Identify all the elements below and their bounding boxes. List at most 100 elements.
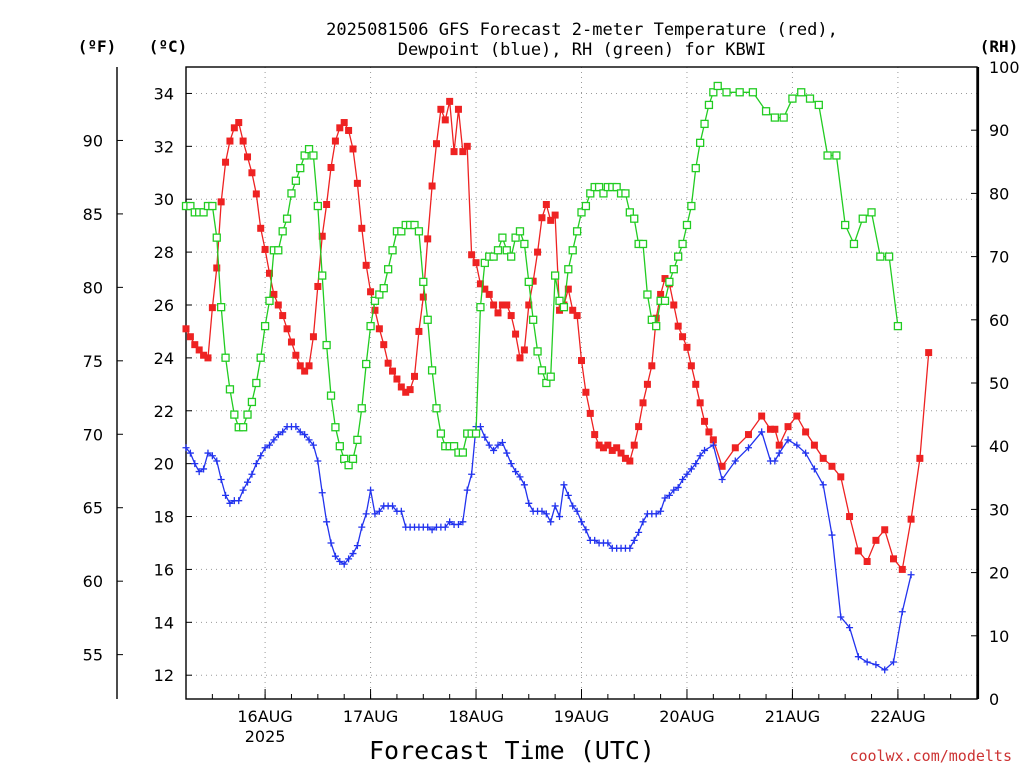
rh-point [630,214,639,223]
rh-point [493,246,503,255]
dewpoint-point [784,436,792,444]
temperature-point [375,325,383,333]
temperature-point [305,362,313,370]
rh-point [432,404,441,413]
rh-point [212,233,221,242]
dewpoint-point [213,457,221,465]
rh-point [282,214,292,223]
temperature-point [881,526,889,534]
temperature-point [318,232,326,240]
temperature-point [709,436,717,444]
temperature-point [696,399,704,407]
dewpoint-point [349,550,357,558]
dewpoint-point [670,486,678,494]
dewpoint-point [358,523,366,531]
credit-text: coolwx.com/modelts [849,747,1012,765]
rh-tick-label: 90 [989,121,1009,140]
rh-point [383,265,393,274]
dewpoint-point [701,446,709,454]
temperature-point [331,137,339,145]
celsius-tick-label: 14 [154,613,174,632]
temperature-point [608,446,616,454]
temperature-point [459,148,467,156]
rh-point [265,296,274,305]
temperature-point [349,145,357,153]
dewpoint-point [454,520,462,528]
temperature-point [863,557,871,565]
rh-point [770,113,780,122]
rh-point [876,252,885,261]
x-tick-label: 16AUG [237,707,292,726]
temperature-point [547,216,555,224]
dewpoint-point [208,452,216,460]
dewpoint-point [191,460,199,468]
x-tick-label: 20AUG [659,707,714,726]
dewpoint-point [793,441,801,449]
temperature-point [529,277,537,285]
temperature-point [551,211,559,219]
rh-point [669,265,678,274]
dewpoint-point [525,499,533,507]
temperature-point [621,454,629,462]
fahrenheit-tick-label: 85 [83,205,103,224]
rh-point [884,252,894,261]
temperature-point [758,412,766,420]
fahrenheit-tick-label: 75 [83,352,103,371]
dewpoint-point [890,658,898,666]
rh-point [805,94,815,103]
rh-point [533,347,542,356]
rh-point [586,189,595,198]
celsius-unit-label: (ºC) [149,37,188,56]
rh-point [326,391,336,400]
temperature-point [419,293,427,301]
celsius-tick-label: 24 [154,349,174,368]
dewpoint-point [516,473,524,481]
temperature-point [314,282,322,290]
dewpoint-point [731,457,739,465]
dewpoint-point [503,449,511,457]
rh-point [700,119,709,129]
temperature-point [648,362,656,370]
dewpoint-point [468,470,476,478]
dewpoint-point [582,526,590,534]
temperature-point [512,330,520,338]
rh-point [678,239,687,249]
dewpoint-point [314,457,322,465]
dewpoint-point [591,536,599,544]
dewpoint-point [639,518,647,526]
rh-point [520,239,529,249]
dewpoint-point [252,460,260,468]
dewpoint-point [318,489,326,497]
dewpoint-point [459,518,467,526]
rh-point [480,258,489,268]
rh-tick-label: 70 [989,248,1009,267]
x-tick-label: 19AUG [554,707,609,726]
temperature-point [586,409,594,417]
temperature-point [687,362,695,370]
temperature-point [454,105,462,113]
temperature-point [186,333,194,341]
dewpoint-point [863,658,871,666]
dewpoint-point [709,441,717,449]
temperature-point [446,97,454,105]
rh-point [243,410,252,419]
rh-point [489,252,498,261]
temperature-point [674,322,682,330]
axes [116,66,980,700]
dewpoint-point [186,449,194,457]
rh-point [572,227,582,236]
rh-point [696,138,705,147]
rh-point [362,359,371,369]
rh-point [287,189,296,198]
dewpoint-point [490,446,498,454]
temperature-point [432,140,440,148]
temperature-point [476,280,484,288]
dewpoint-point [718,476,726,484]
temperature-point [182,325,190,333]
fahrenheit-tick-label: 90 [83,131,103,150]
dewpoint-point [217,476,225,484]
rh-point [674,252,683,261]
temperature-point [652,314,660,322]
temperature-point [925,349,933,357]
temperature-point [846,513,854,521]
